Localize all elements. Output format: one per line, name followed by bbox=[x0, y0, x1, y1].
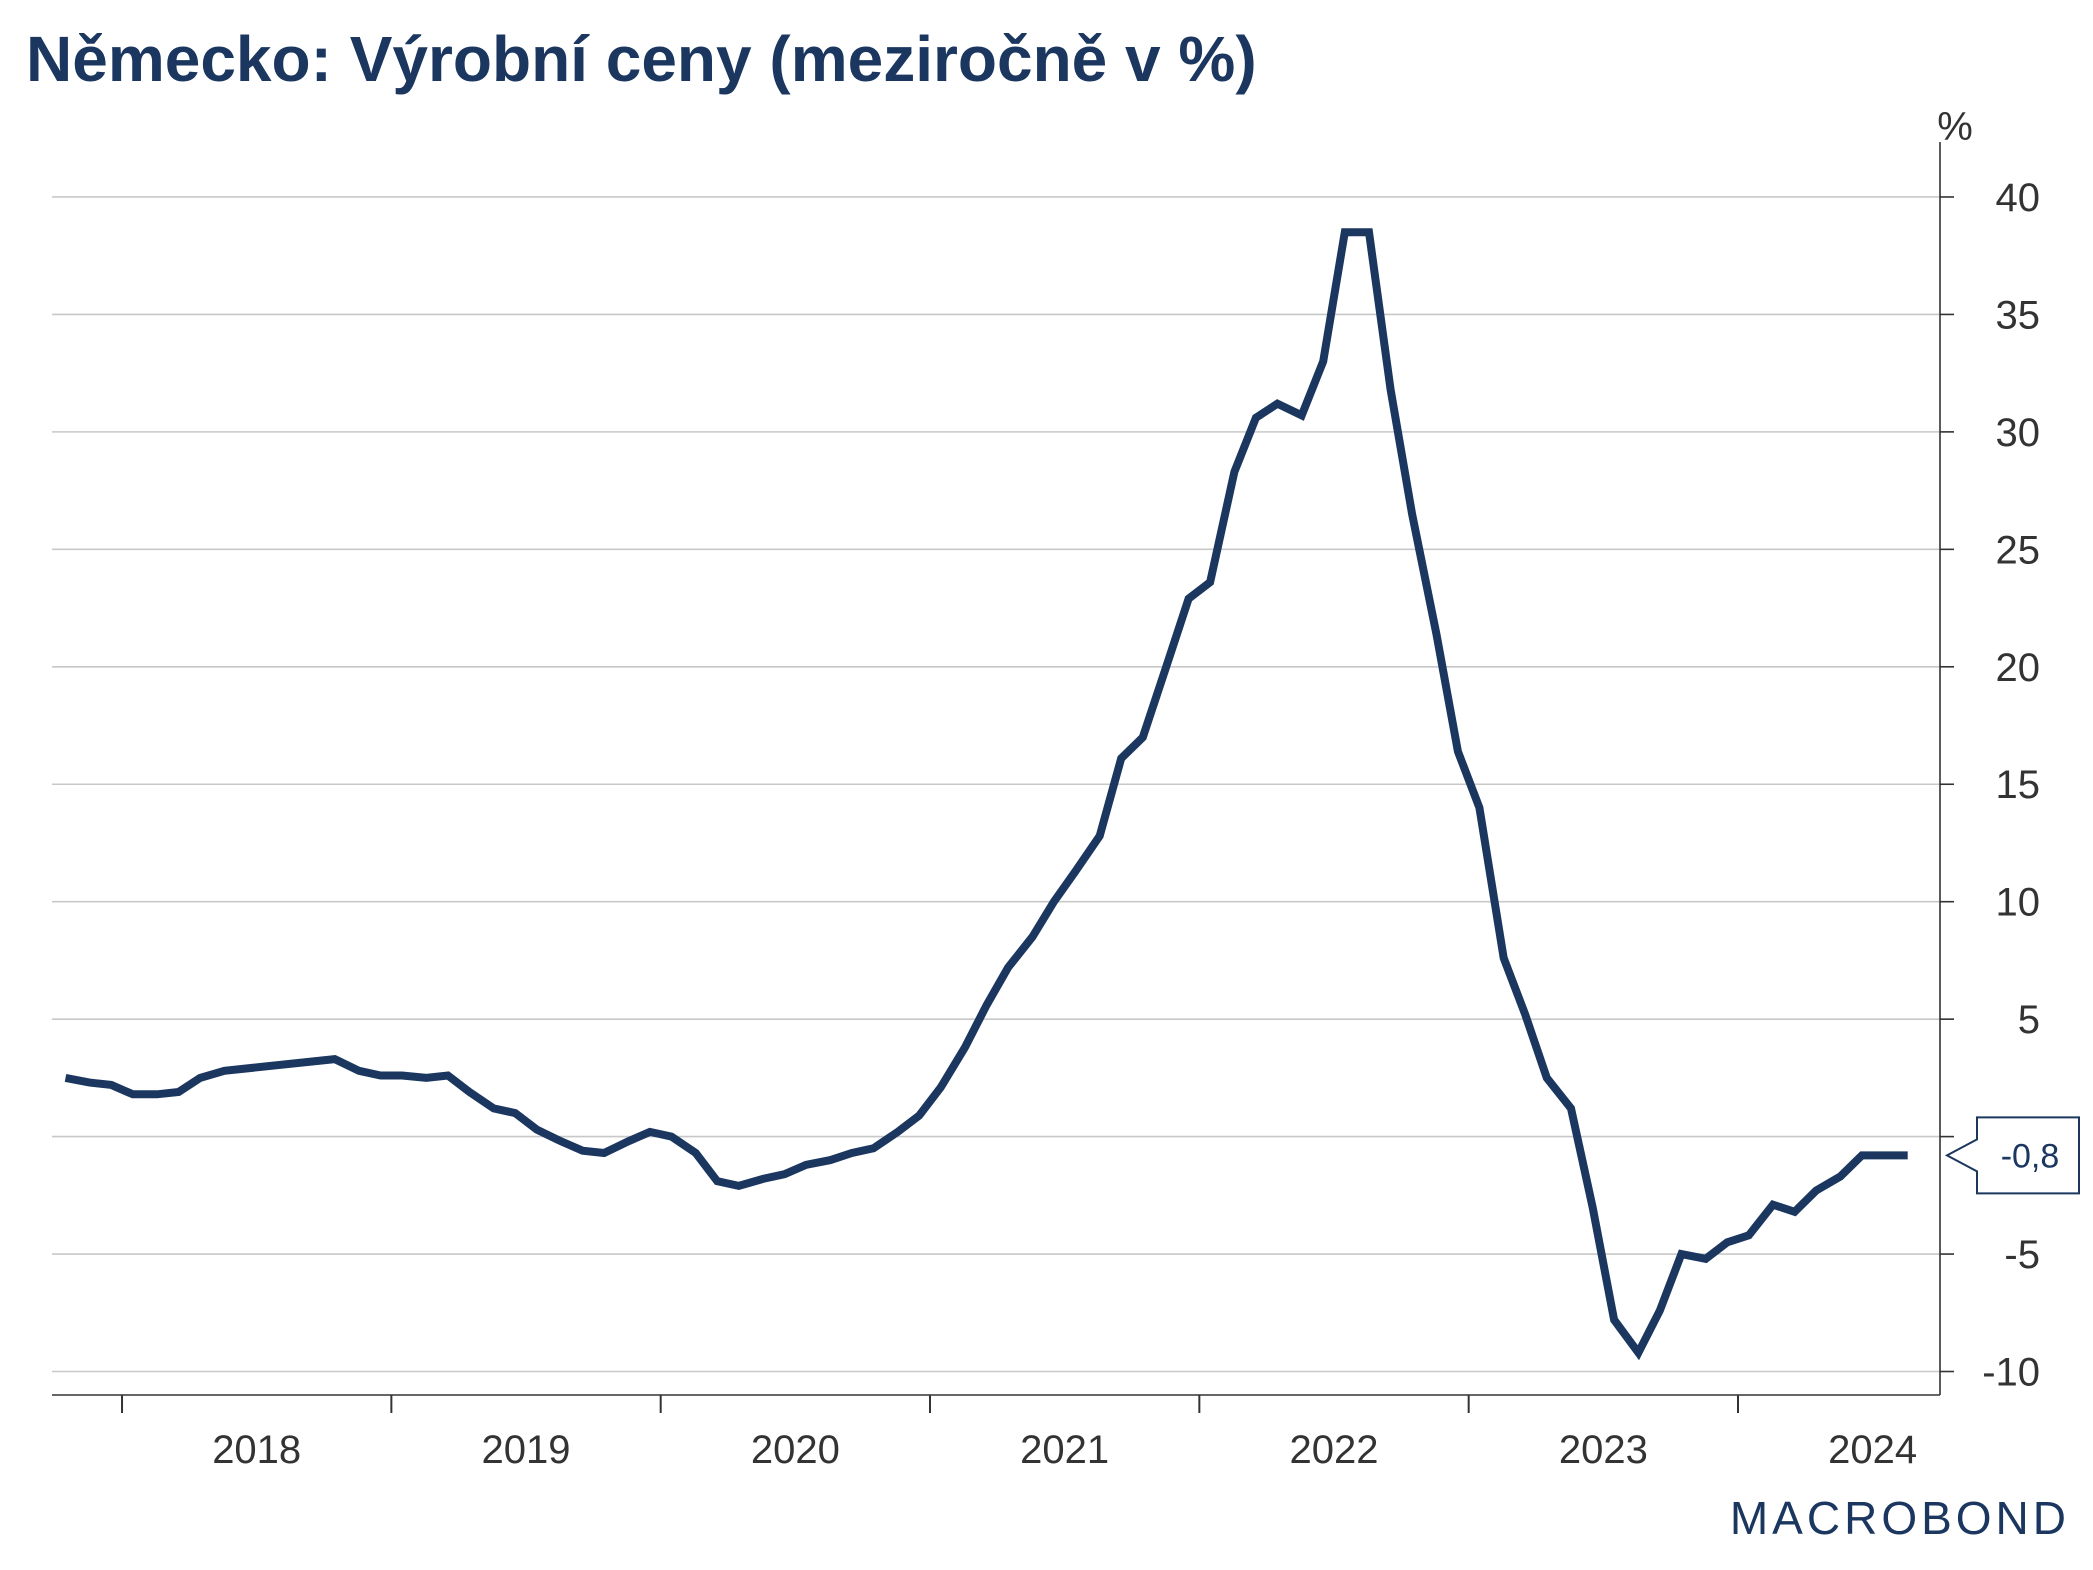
axes bbox=[52, 142, 1954, 1413]
y-tick-label: 5 bbox=[2018, 998, 2040, 1042]
logo-text-end: BOND bbox=[1921, 1492, 2070, 1544]
x-tick-label: 2022 bbox=[1290, 1428, 1379, 1472]
x-tick-label: 2018 bbox=[212, 1428, 301, 1472]
page-title: Německo: Výrobní ceny (meziročně v %) bbox=[26, 23, 1257, 95]
y-tick-label: -5 bbox=[2004, 1233, 2040, 1277]
series-line bbox=[64, 228, 1908, 1361]
last-value-callout: -0,8 bbox=[1944, 1116, 2080, 1195]
y-tick-label: 30 bbox=[1996, 411, 2041, 455]
x-tick-label: 2021 bbox=[1020, 1428, 1109, 1472]
y-tick-label: 20 bbox=[1996, 646, 2041, 690]
svg-text:MACROBOND: MACROBOND bbox=[1730, 1492, 2070, 1544]
logo-text-o: O bbox=[1881, 1492, 1921, 1544]
y-tick-label: 25 bbox=[1996, 528, 2041, 572]
series-layer bbox=[64, 228, 1908, 1361]
last-value-label: -0,8 bbox=[2001, 1137, 2060, 1175]
x-tick-labels: 2018 2019 2020 2021 2022 2023 2024 bbox=[212, 1428, 1917, 1472]
y-tick-label: -10 bbox=[1982, 1351, 2040, 1395]
x-tick-label: 2024 bbox=[1828, 1428, 1917, 1472]
y-axis-unit-label: % bbox=[1937, 105, 1973, 149]
logo-text-start: MACR bbox=[1730, 1492, 1881, 1544]
y-tick-label: 15 bbox=[1996, 763, 2041, 807]
y-tick-label: 10 bbox=[1996, 881, 2041, 925]
last-value-box bbox=[1944, 1116, 2080, 1195]
y-tick-label: 35 bbox=[1996, 293, 2041, 337]
gridlines bbox=[52, 196, 1940, 1373]
y-tick-label: 40 bbox=[1996, 176, 2041, 220]
x-tick-label: 2019 bbox=[482, 1428, 571, 1472]
x-tick-label: 2020 bbox=[751, 1428, 840, 1472]
y-tick-labels: 40 35 30 25 20 15 10 5 -5 -10 bbox=[1982, 176, 2040, 1395]
macrobond-logo: MACROBOND bbox=[1730, 1492, 2070, 1544]
x-tick-label: 2023 bbox=[1559, 1428, 1648, 1472]
